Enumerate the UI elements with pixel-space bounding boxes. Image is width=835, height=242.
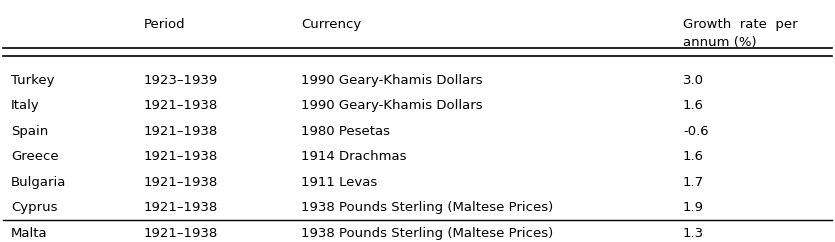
Text: Italy: Italy — [11, 99, 40, 112]
Text: 1.9: 1.9 — [683, 201, 704, 214]
Text: 1914 Drachmas: 1914 Drachmas — [301, 150, 407, 163]
Text: Growth  rate  per
annum (%): Growth rate per annum (%) — [683, 18, 797, 49]
Text: Currency: Currency — [301, 18, 362, 31]
Text: Malta: Malta — [11, 227, 48, 240]
Text: 1921–1938: 1921–1938 — [144, 99, 218, 112]
Text: 1.6: 1.6 — [683, 150, 704, 163]
Text: 1921–1938: 1921–1938 — [144, 150, 218, 163]
Text: Turkey: Turkey — [11, 74, 54, 87]
Text: Bulgaria: Bulgaria — [11, 176, 67, 189]
Text: 1990 Geary-Khamis Dollars: 1990 Geary-Khamis Dollars — [301, 99, 483, 112]
Text: 1938 Pounds Sterling (Maltese Prices): 1938 Pounds Sterling (Maltese Prices) — [301, 201, 554, 214]
Text: 3.0: 3.0 — [683, 74, 704, 87]
Text: 1980 Pesetas: 1980 Pesetas — [301, 125, 391, 138]
Text: Period: Period — [144, 18, 185, 31]
Text: 1.7: 1.7 — [683, 176, 704, 189]
Text: 1990 Geary-Khamis Dollars: 1990 Geary-Khamis Dollars — [301, 74, 483, 87]
Text: Spain: Spain — [11, 125, 48, 138]
Text: 1921–1938: 1921–1938 — [144, 201, 218, 214]
Text: 1921–1938: 1921–1938 — [144, 125, 218, 138]
Text: 1938 Pounds Sterling (Maltese Prices): 1938 Pounds Sterling (Maltese Prices) — [301, 227, 554, 240]
Text: 1921–1938: 1921–1938 — [144, 227, 218, 240]
Text: -0.6: -0.6 — [683, 125, 709, 138]
Text: 1923–1939: 1923–1939 — [144, 74, 218, 87]
Text: Cyprus: Cyprus — [11, 201, 58, 214]
Text: 1.3: 1.3 — [683, 227, 704, 240]
Text: 1.6: 1.6 — [683, 99, 704, 112]
Text: 1921–1938: 1921–1938 — [144, 176, 218, 189]
Text: Greece: Greece — [11, 150, 58, 163]
Text: 1911 Levas: 1911 Levas — [301, 176, 377, 189]
